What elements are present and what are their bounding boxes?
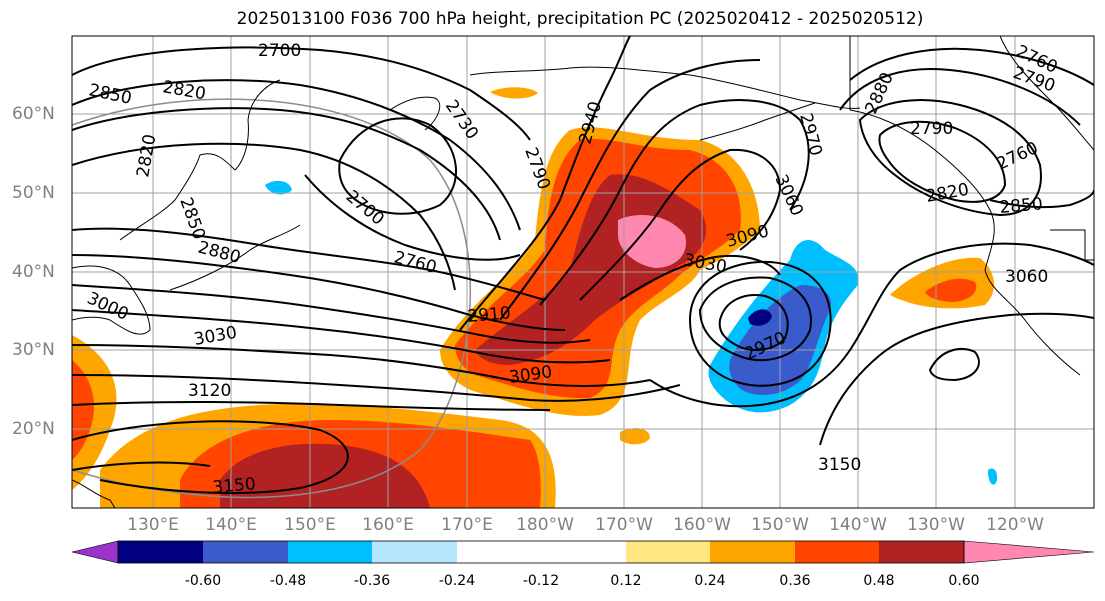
colorbar-swatch	[795, 541, 879, 563]
lat-label: 20°N	[12, 419, 55, 439]
colorbar-tick-label: 0.60	[948, 573, 980, 589]
lon-label: 140°E	[205, 515, 257, 535]
contour-labels: 2700 2850 2820 2820 2850 2730 2700 2760 …	[84, 41, 1061, 498]
contour-label: 3120	[188, 381, 231, 401]
lat-label: 60°N	[12, 104, 55, 124]
lon-label: 120°W	[986, 515, 1044, 535]
lat-label: 40°N	[12, 262, 55, 282]
colorbar-swatch	[457, 541, 541, 563]
lon-label: 160°W	[673, 515, 731, 535]
colorbar-tick-label: 0.12	[610, 573, 642, 589]
colorbar-swatch	[372, 541, 457, 563]
colorbar-tick-label: -0.36	[353, 573, 391, 589]
lon-label: 170°W	[595, 515, 653, 535]
precip-neg-navy	[748, 309, 772, 326]
precip-west-red	[72, 360, 94, 460]
colorbar-swatch	[626, 541, 710, 563]
colorbar-tick-label: -0.12	[522, 573, 560, 589]
colorbar-tick-label: -0.60	[184, 573, 222, 589]
lon-label: 160°E	[362, 515, 414, 535]
lon-label: 140°W	[829, 515, 887, 535]
colorbar-tick-label: -0.48	[269, 573, 307, 589]
precip-north-orange	[490, 87, 538, 99]
colorbar-swatch	[118, 541, 203, 563]
colorbar-swatch	[541, 541, 626, 563]
lat-label: 50°N	[12, 183, 55, 203]
contour-label: 3060	[1005, 267, 1048, 287]
colorbar-tick-label: 0.36	[779, 573, 811, 589]
contour-label: 2700	[258, 41, 301, 61]
precip-east-red	[925, 278, 977, 302]
map-title: 2025013100 F036 700 hPa height, precipit…	[236, 9, 924, 29]
precip-neg-small-2	[988, 468, 998, 485]
lon-label: 180°W	[516, 515, 574, 535]
lon-label: 130°W	[907, 515, 965, 535]
colorbar-tick-label: 0.48	[863, 573, 895, 589]
colorbar-tick-label: 0.24	[694, 573, 726, 589]
colorbar	[71, 540, 1095, 564]
contour-label: 3150	[212, 474, 257, 498]
colorbar-under-triangle	[71, 540, 119, 564]
lon-label: 170°E	[441, 515, 493, 535]
contour-label: 3150	[818, 455, 861, 475]
colorbar-swatch	[710, 541, 795, 563]
plot-frame	[71, 35, 1095, 509]
contour-label: 2910	[467, 303, 512, 327]
lat-label: 30°N	[12, 340, 55, 360]
lon-label: 150°W	[751, 515, 809, 535]
colorbar-swatch	[879, 541, 964, 563]
precip-core-pink	[618, 215, 686, 268]
lon-label: 130°E	[127, 515, 179, 535]
precip-pacific-orange	[620, 428, 650, 445]
precip-neg-small-1	[265, 180, 292, 195]
colorbar-over-triangle	[963, 540, 1095, 564]
coastlines	[72, 36, 1094, 508]
map-plot-area	[72, 36, 1094, 508]
colorbar-tick-label: -0.24	[438, 573, 476, 589]
contour-label: 2850	[999, 194, 1044, 218]
lon-label: 150°E	[284, 515, 336, 535]
height-contours	[72, 36, 1094, 495]
colorbar-swatch	[288, 541, 372, 563]
contour-label: 2790	[910, 119, 953, 139]
colorbar-swatch	[203, 541, 288, 563]
